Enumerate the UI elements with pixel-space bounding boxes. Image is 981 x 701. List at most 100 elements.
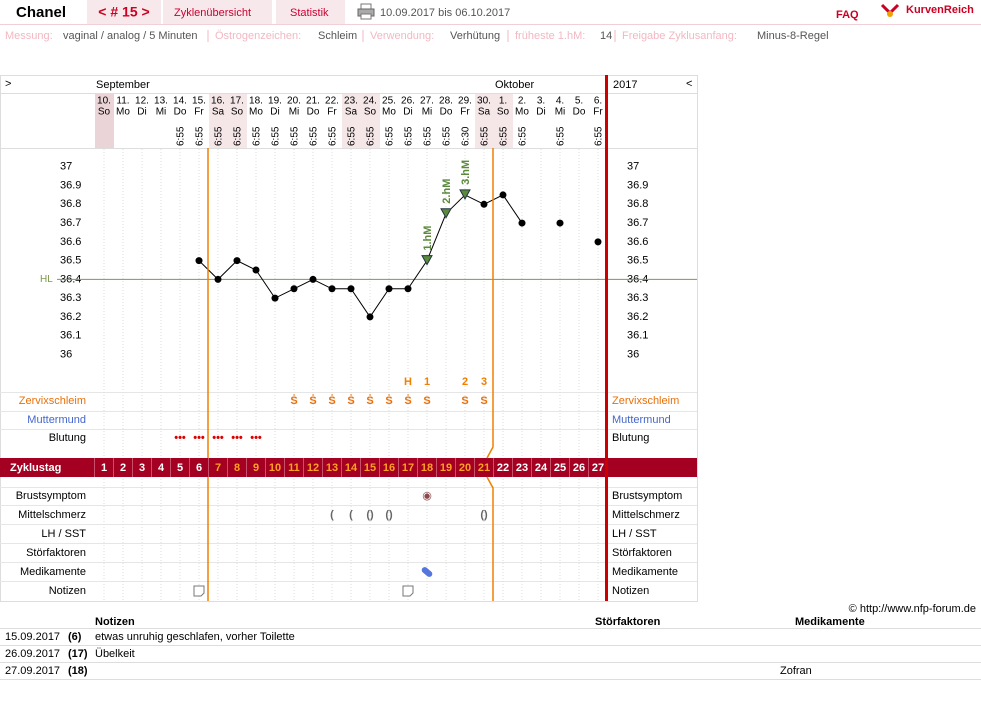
cycle-day: 17	[402, 462, 414, 474]
y-tick-label: 36.1	[60, 330, 81, 342]
table-header: Medikamente	[795, 616, 865, 628]
weekday-label: Do	[573, 107, 586, 118]
row-dividers	[0, 392, 697, 582]
weekday-label: Sa	[478, 107, 491, 118]
cycle-day: 22	[497, 462, 509, 474]
temperature-point	[404, 285, 412, 293]
cycle-day: 25	[554, 462, 566, 474]
nav-arrow[interactable]: <	[686, 78, 692, 90]
row-label: Muttermund	[27, 414, 86, 426]
temperature-point	[556, 219, 564, 227]
weekday-label: Mi	[156, 107, 167, 118]
y-tick-label: 36.8	[60, 198, 81, 210]
month-label: September	[96, 79, 150, 91]
time-label: 6:55	[290, 126, 301, 146]
day-label: 22.	[325, 96, 339, 107]
temperature-point	[195, 257, 203, 265]
temperature-point	[233, 257, 241, 265]
tab-bg	[163, 0, 272, 24]
row-mark: (	[330, 509, 334, 521]
weekday-label: Do	[440, 107, 453, 118]
day-label: 17.	[230, 96, 244, 107]
row-mark: •••	[212, 432, 224, 444]
day-label: 23.	[344, 96, 358, 107]
time-label: 6:55	[442, 126, 453, 146]
cycle-day: 10	[269, 462, 281, 474]
print-icon[interactable]	[357, 3, 375, 20]
row-mark: S	[423, 395, 430, 407]
cycle-phase-line	[486, 476, 494, 601]
cycle-day: 26	[573, 462, 585, 474]
note-icon[interactable]	[193, 585, 205, 597]
time-label: 6:55	[385, 126, 396, 146]
weekday-label: Mo	[382, 107, 396, 118]
cycle-row-label: Zyklustag	[10, 462, 61, 474]
user-name: Chanel	[16, 4, 66, 21]
cycle-nav[interactable]: < # 15 >	[98, 4, 149, 20]
day-label: 3.	[537, 96, 545, 107]
setting-value: Minus-8-Regel	[757, 30, 829, 42]
logo[interactable]: KurvenReich	[906, 4, 974, 16]
row-label: LH / SST	[612, 528, 657, 540]
weekday-label: Mi	[555, 107, 566, 118]
cycle-day: 24	[535, 462, 548, 474]
temperature-point	[385, 285, 393, 293]
row-mark: (	[349, 509, 353, 521]
tab[interactable]: Zyklenübersicht	[174, 7, 251, 19]
coverline-label: HL	[40, 274, 53, 285]
table-cell: (6)	[68, 631, 82, 643]
day-label: 18.	[249, 96, 263, 107]
faq-link[interactable]: FAQ	[836, 9, 859, 21]
cycle-day: 9	[253, 462, 259, 474]
temperature-point	[347, 285, 355, 293]
temperature-point	[328, 285, 336, 293]
weekday-label: Do	[174, 107, 187, 118]
cycle-day: 14	[345, 462, 358, 474]
time-label: 6:30	[461, 126, 472, 146]
tab[interactable]: Statistik	[290, 7, 329, 19]
temperature-marker	[421, 255, 433, 266]
time-label: 6:55	[423, 126, 434, 146]
peak-mark: H	[404, 376, 412, 388]
weekday-label: So	[364, 107, 377, 118]
setting-label: Freigabe Zyklusanfang:	[622, 30, 737, 42]
time-label: 6:55	[480, 126, 491, 146]
temperature-point	[499, 191, 507, 199]
table-cell: (17)	[68, 648, 88, 660]
year-label: 2017	[613, 79, 637, 91]
weekend-shading	[95, 94, 513, 148]
y-tick-label: 36.1	[627, 330, 648, 342]
row-label: Störfaktoren	[26, 547, 86, 559]
cycle-day: 8	[234, 462, 240, 474]
row-label: Medikamente	[612, 566, 678, 578]
weekday-label: Fr	[327, 107, 337, 118]
time-label: 6:55	[556, 126, 567, 146]
temperature-point	[309, 275, 317, 283]
cycle-day: 23	[516, 462, 528, 474]
table-cell: Übelkeit	[95, 648, 135, 660]
table-cell: etwas unruhig geschlafen, vorher Toilett…	[95, 631, 295, 643]
row-mark: Ṡ	[347, 394, 354, 407]
nav-arrow[interactable]: >	[5, 78, 11, 90]
day-label: 27.	[420, 96, 434, 107]
temperature-point	[214, 275, 222, 283]
row-mark: Ṡ	[366, 394, 373, 407]
time-label: 6:55	[176, 126, 187, 146]
time-label: 6:55	[518, 126, 529, 146]
credit: © http://www.nfp-forum.de	[849, 603, 976, 615]
cycle-day: 7	[215, 462, 221, 474]
day-label: 15.	[192, 96, 206, 107]
note-icon[interactable]	[402, 585, 414, 597]
row-label: Zervixschleim	[19, 395, 86, 407]
cycle-phase-line	[486, 148, 494, 459]
temperature-point	[480, 200, 488, 208]
weekday-label: So	[231, 107, 244, 118]
row-mark: Ṡ	[309, 394, 316, 407]
cycle-day: 21	[478, 462, 490, 474]
table-cell: (18)	[68, 665, 88, 677]
peak-mark: 3	[481, 376, 487, 388]
row-mark: •••	[174, 432, 186, 444]
